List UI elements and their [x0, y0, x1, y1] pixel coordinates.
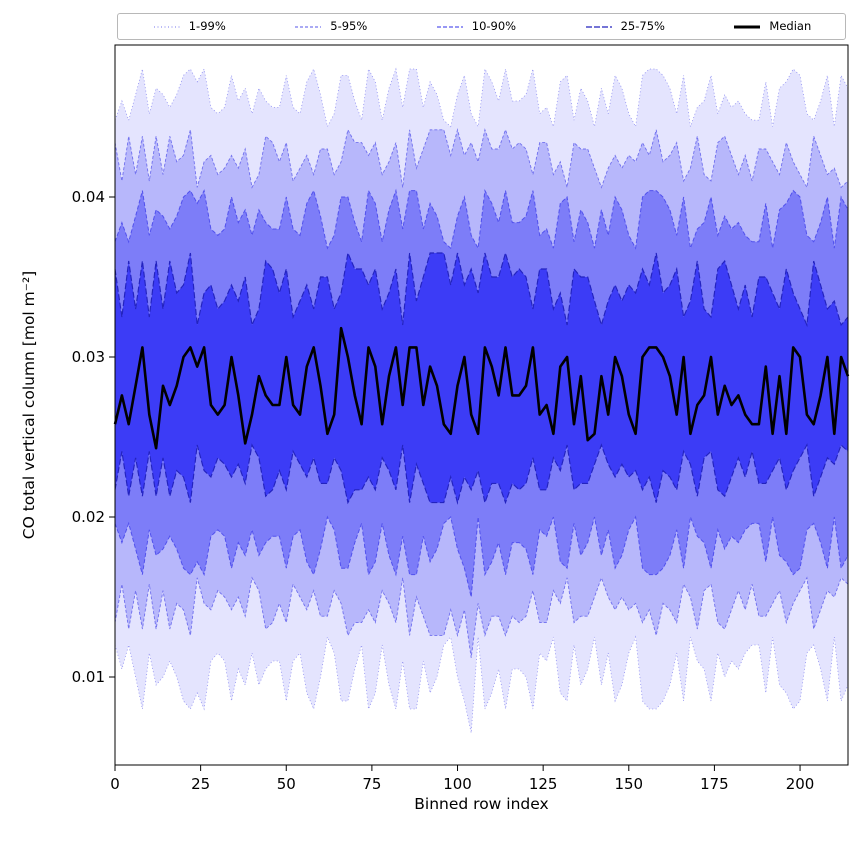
x-tick-label: 25 — [191, 775, 210, 793]
legend-item-median: Median — [732, 18, 812, 33]
legend-label-5-95: 5-95% — [330, 18, 368, 33]
legend-item-10-90: 10-90% — [435, 18, 517, 33]
x-tick-label: 100 — [443, 775, 472, 793]
legend-label-25-75: 25-75% — [620, 18, 665, 33]
band-edge-p10 — [114, 515, 849, 598]
legend-item-25-75: 25-75% — [584, 18, 665, 33]
x-tick-label: 125 — [529, 775, 558, 793]
legend-line-median-icon — [734, 25, 761, 28]
x-tick-label: 0 — [110, 775, 120, 793]
legend: 1-99% 5-95% 10-90% 25-75% Median — [117, 13, 846, 40]
legend-line-25-75-icon — [585, 25, 612, 28]
x-tick-label: 200 — [786, 775, 815, 793]
band-edge-p90 — [114, 188, 849, 250]
band-edge-p95 — [114, 128, 849, 189]
band-edge-p5 — [114, 576, 849, 658]
x-tick-label: 150 — [614, 775, 643, 793]
band-edge-p99 — [114, 67, 849, 128]
y-tick-label: 0.03 — [72, 348, 105, 366]
x-tick-label: 175 — [700, 775, 729, 793]
legend-item-1-99: 1-99% — [152, 18, 226, 33]
legend-label-median: Median — [769, 18, 812, 33]
y-axis-label: CO total vertical column [mol m⁻²] — [20, 271, 38, 539]
median-line — [113, 326, 850, 450]
x-axis-label: Binned row index — [414, 795, 548, 813]
legend-label-1-99: 1-99% — [188, 18, 226, 33]
legend-line-5-95-icon — [295, 25, 322, 28]
legend-line-10-90-icon — [436, 25, 463, 28]
legend-item-5-95: 5-95% — [293, 18, 368, 33]
y-tick-label: 0.02 — [72, 508, 105, 526]
legend-label-10-90: 10-90% — [471, 18, 517, 33]
legend-line-1-99-icon — [153, 25, 180, 28]
y-tick-label: 0.01 — [72, 668, 105, 686]
x-tick-label: 50 — [277, 775, 296, 793]
x-tick-label: 75 — [362, 775, 381, 793]
y-tick-label: 0.04 — [72, 188, 105, 206]
plot-border — [114, 44, 849, 766]
band-edge-p75 — [114, 250, 849, 328]
